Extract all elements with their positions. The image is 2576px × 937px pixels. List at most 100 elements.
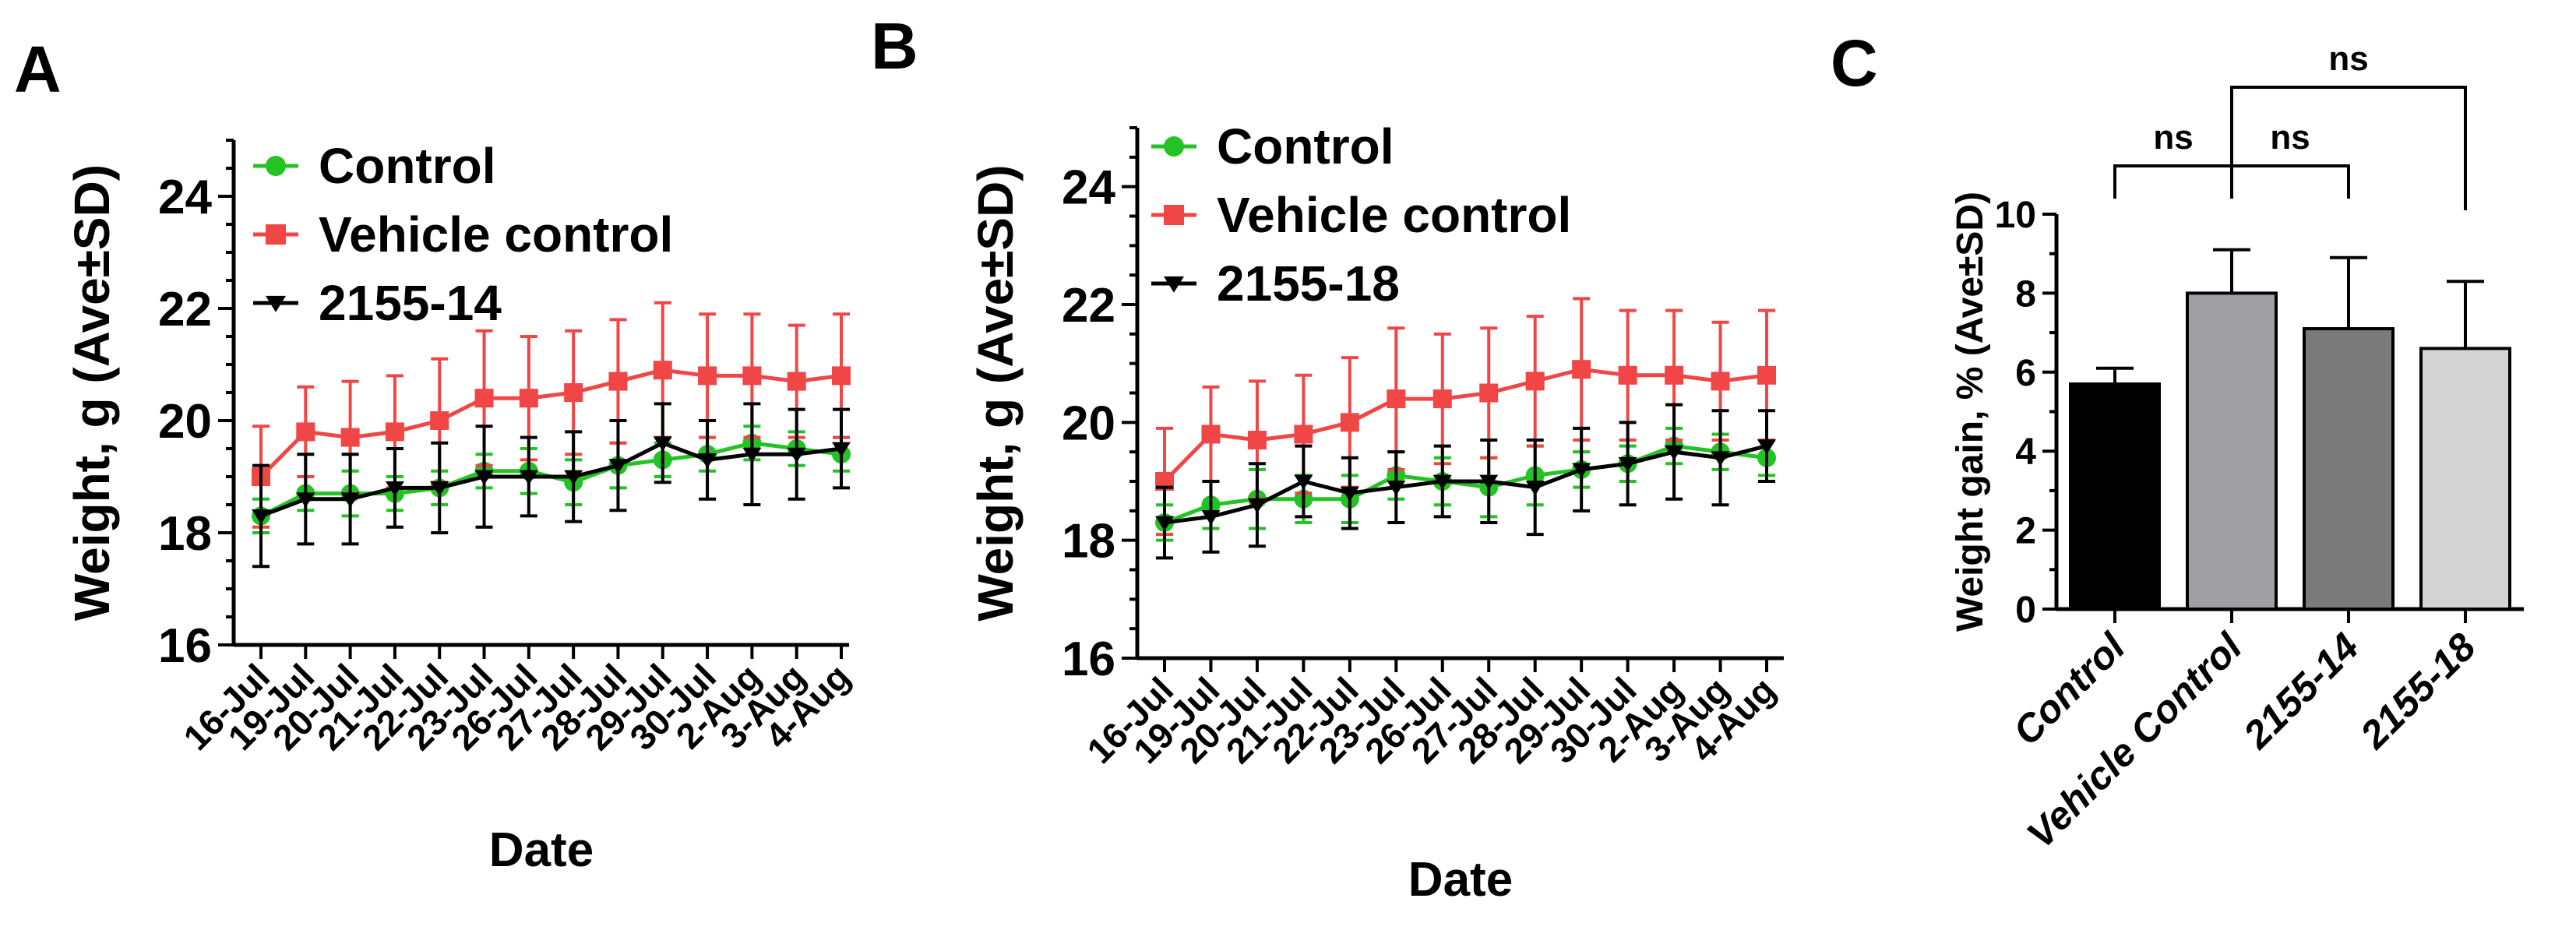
y-tick-label: 24 <box>158 171 212 224</box>
series-1 <box>252 301 851 529</box>
y-tick-label: 22 <box>158 283 212 336</box>
y-tick-label: 6 <box>2015 353 2036 394</box>
legend-label: Vehicle control <box>319 206 673 262</box>
data-point <box>653 436 672 452</box>
series-2 <box>1155 403 1776 560</box>
legend-marker <box>1164 136 1184 157</box>
y-tick-label: 20 <box>1062 396 1115 450</box>
series-line <box>260 441 842 518</box>
bar <box>2069 382 2161 611</box>
data-point <box>1479 474 1499 490</box>
y-tick-label: 16 <box>1062 632 1115 686</box>
legend-marker <box>1164 276 1184 293</box>
y-axis-title: Weight gain, % (Ave±SD) <box>1950 192 1991 632</box>
legend-marker <box>1164 205 1184 225</box>
data-point <box>1432 474 1452 490</box>
significance-bracket <box>2232 164 2350 199</box>
data-point <box>1294 474 1313 490</box>
data-point <box>832 366 851 386</box>
data-point <box>296 492 315 508</box>
data-point <box>698 366 717 386</box>
legend-label: 2155-14 <box>319 275 502 331</box>
data-point <box>519 389 538 408</box>
data-point <box>1201 424 1221 444</box>
legend-marker <box>266 224 286 245</box>
series-line <box>1164 444 1767 525</box>
data-point <box>430 481 449 497</box>
series-line <box>1164 444 1767 525</box>
data-point <box>742 366 762 386</box>
significance-label: ns <box>2270 118 2310 157</box>
data-point <box>1155 516 1174 531</box>
data-point <box>1387 389 1406 409</box>
data-point <box>1340 413 1359 432</box>
data-point <box>608 459 628 474</box>
data-point <box>385 422 404 442</box>
significance-bracket <box>2113 164 2233 199</box>
data-point <box>1247 498 1267 514</box>
data-point <box>1479 383 1499 403</box>
data-point <box>296 422 315 442</box>
data-point <box>1665 365 1684 385</box>
y-tick-label: 18 <box>1062 515 1115 569</box>
data-point <box>1618 456 1637 473</box>
data-point <box>1247 431 1267 450</box>
significance-bracket <box>2230 86 2467 210</box>
data-point <box>832 442 851 457</box>
data-point <box>474 389 494 408</box>
data-point <box>564 383 583 402</box>
y-axis-title: Weight, g (Ave±SD) <box>64 164 120 621</box>
data-point <box>653 361 672 380</box>
x-tick-label: 2155-18 <box>2352 625 2484 757</box>
y-tick-label: 0 <box>2015 590 2036 631</box>
panel-label-a: A <box>14 33 62 106</box>
data-point <box>1525 372 1545 391</box>
data-point <box>787 447 806 463</box>
data-point <box>1618 365 1637 385</box>
data-point <box>1294 424 1313 444</box>
bar <box>2419 347 2511 611</box>
y-tick-label: 10 <box>1995 195 2036 236</box>
chart-a: 161820222416-Jul19-Jul20-Jul21-Jul22-Jul… <box>64 138 858 877</box>
data-point <box>564 470 583 485</box>
y-tick-label: 20 <box>158 395 212 449</box>
x-axis-title: Date <box>1408 853 1513 907</box>
data-point <box>742 447 762 463</box>
x-tick-label: Vehicle Control <box>2018 624 2250 856</box>
y-tick-label: 4 <box>2015 432 2036 473</box>
y-tick-label: 2 <box>2015 511 2036 552</box>
y-tick-label: 18 <box>158 507 212 561</box>
y-tick-label: 16 <box>158 619 212 673</box>
y-tick-label: 8 <box>2015 273 2036 315</box>
data-point <box>1711 372 1730 391</box>
data-point <box>340 428 360 447</box>
data-point <box>519 470 538 485</box>
y-axis-title: Weight, g (Ave±SD) <box>967 164 1024 621</box>
legend-marker <box>266 295 286 312</box>
y-tick-label: 24 <box>1062 161 1115 215</box>
bar <box>2186 291 2278 611</box>
data-point <box>1387 481 1406 496</box>
legend-label: 2155-18 <box>1217 255 1400 312</box>
data-point <box>1201 510 1221 526</box>
data-point <box>608 372 628 391</box>
data-point <box>1757 365 1776 385</box>
data-point <box>252 509 270 525</box>
y-tick-label: 22 <box>1062 279 1115 333</box>
legend-marker <box>266 156 286 176</box>
legend-label: Control <box>319 138 496 194</box>
series-2 <box>252 402 851 569</box>
bar <box>2303 327 2395 611</box>
data-point <box>340 492 360 508</box>
data-point <box>1340 486 1359 502</box>
data-point <box>1665 445 1684 460</box>
x-tick-label: 2155-14 <box>2235 625 2367 757</box>
data-point <box>1711 451 1730 467</box>
panel-label-b: B <box>871 9 918 83</box>
significance-label: ns <box>2153 118 2193 157</box>
panel-label-c: C <box>1831 26 1878 100</box>
data-point <box>385 481 404 497</box>
x-axis-title: Date <box>489 823 594 877</box>
legend-label: Vehicle control <box>1217 187 1571 243</box>
